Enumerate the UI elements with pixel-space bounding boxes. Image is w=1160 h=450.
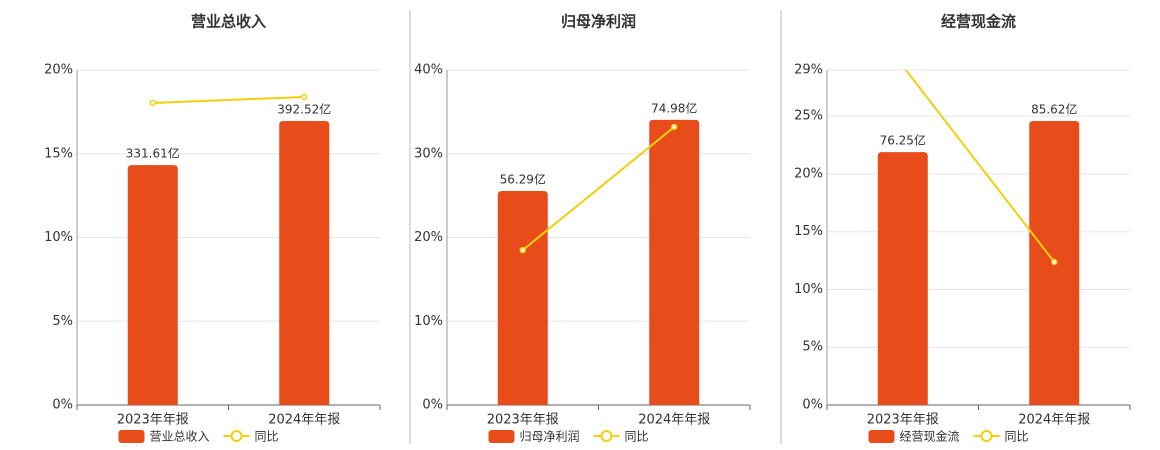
y-tick-label: 15% — [794, 224, 823, 239]
x-tick-label: 2023年年报 — [867, 413, 939, 428]
line-point — [900, 63, 905, 68]
data-label: 331.61亿 — [126, 146, 180, 161]
x-tick-label: 2024年年报 — [1018, 413, 1090, 428]
bar — [877, 152, 928, 405]
y-tick-label: 10% — [44, 230, 73, 245]
x-tick-label: 2024年年报 — [638, 413, 710, 428]
line — [522, 126, 675, 251]
legend-label: 归母净利润 — [520, 430, 580, 444]
y-tick-label: 20% — [44, 63, 73, 78]
line-point — [149, 99, 156, 107]
x-tick-label: 2023年年报 — [117, 413, 189, 428]
legend-label: 同比 — [255, 430, 279, 444]
y-tick-label: 29% — [794, 63, 823, 78]
legend-swatch — [118, 430, 145, 443]
y-tick-label: 10% — [794, 282, 823, 297]
legend-label: 营业总收入 — [150, 430, 210, 444]
y-tick-label: 20% — [794, 166, 823, 181]
data-label: 74.98亿 — [651, 100, 697, 115]
line — [904, 70, 1056, 263]
legend-label: 同比 — [1005, 430, 1029, 444]
bar — [279, 120, 330, 406]
line-point — [1051, 258, 1058, 266]
x-tick-label: 2024年年报 — [268, 413, 340, 428]
y-tick-label: 15% — [44, 146, 73, 161]
chart-title: 营业总收入 — [191, 13, 266, 31]
chart-title: 经营现金流 — [941, 13, 1016, 31]
legend-swatch — [230, 430, 243, 442]
y-tick-label: 30% — [414, 146, 443, 161]
line-point — [671, 123, 678, 131]
data-label: 392.52亿 — [277, 101, 331, 116]
y-tick-label: 40% — [414, 63, 443, 78]
bar — [127, 165, 178, 405]
legend-swatch — [488, 430, 515, 443]
data-label: 76.25亿 — [880, 133, 926, 148]
y-tick-label: 10% — [414, 314, 443, 329]
line — [152, 95, 305, 104]
y-tick-label: 0% — [802, 398, 823, 413]
legend-swatch — [868, 430, 895, 443]
line-point — [519, 246, 526, 254]
y-tick-label: 0% — [422, 398, 443, 413]
line-point — [301, 93, 308, 101]
data-label: 56.29亿 — [500, 171, 546, 186]
legend-label: 同比 — [625, 430, 649, 444]
y-tick-label: 25% — [794, 109, 823, 124]
y-tick-label: 0% — [52, 398, 73, 413]
legend-swatch — [600, 430, 613, 442]
bar — [649, 119, 700, 405]
legend-swatch — [980, 430, 993, 442]
data-label: 85.62亿 — [1031, 102, 1077, 117]
y-tick-label: 5% — [802, 340, 823, 355]
bar — [497, 190, 548, 405]
chart-title: 归母净利润 — [561, 13, 636, 31]
legend-label: 经营现金流 — [900, 429, 960, 444]
y-tick-label: 5% — [52, 314, 73, 329]
y-tick-label: 20% — [414, 230, 443, 245]
x-tick-label: 2023年年报 — [487, 413, 559, 428]
